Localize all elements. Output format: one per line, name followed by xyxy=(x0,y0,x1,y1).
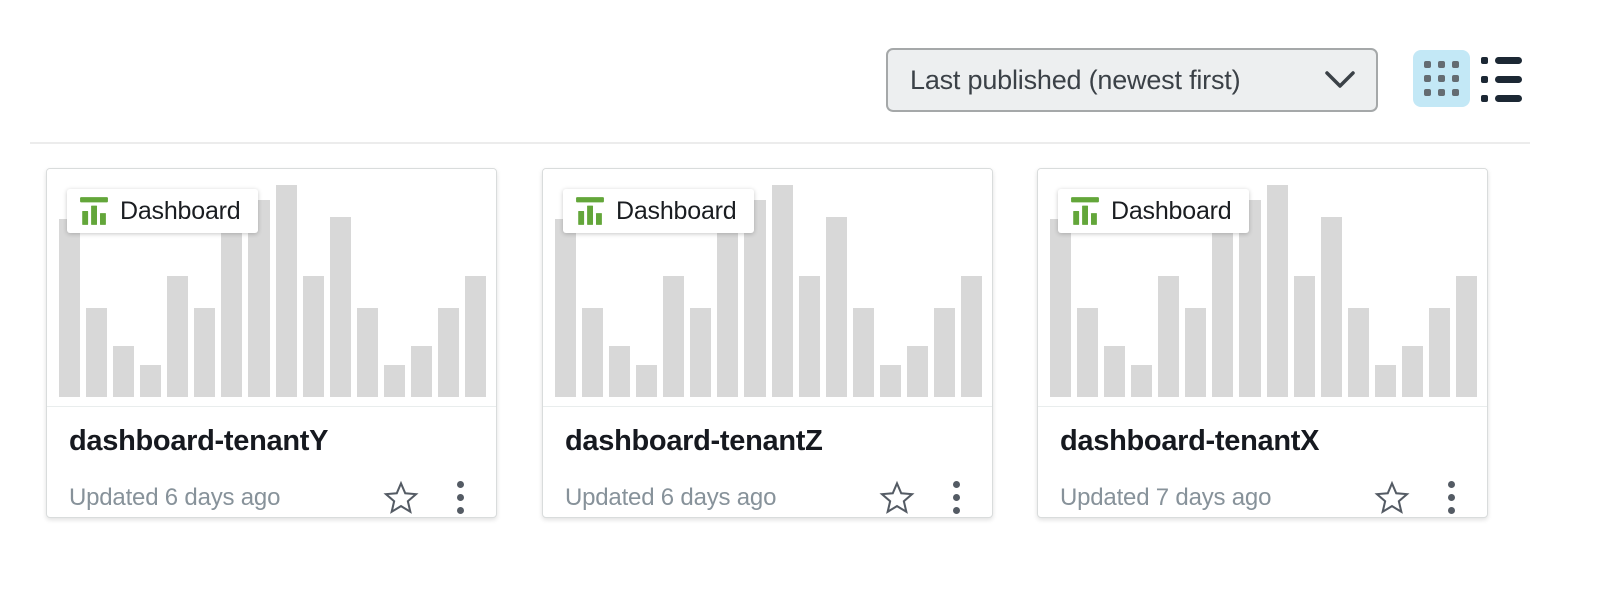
favorite-star-button[interactable] xyxy=(383,480,419,515)
star-icon xyxy=(1374,480,1410,514)
dashboard-card[interactable]: Dashboard dashboard-tenantZ Updated 6 da… xyxy=(542,168,993,518)
thumbnail-bar xyxy=(1428,307,1450,397)
thumbnail-bar xyxy=(798,276,820,397)
thumbnail-bar xyxy=(140,365,162,397)
thumbnail-bar xyxy=(329,216,351,397)
thumbnail-bar xyxy=(1212,218,1234,397)
thumbnail-bar xyxy=(248,199,270,397)
kebab-menu-icon xyxy=(953,481,960,488)
thumbnail-bar xyxy=(356,307,378,397)
thumbnail-bar xyxy=(1077,307,1099,397)
thumbnail-bar xyxy=(690,307,712,397)
thumbnail-bar xyxy=(771,185,793,397)
sort-dropdown-value: Last published (newest first) xyxy=(910,64,1241,95)
dashboard-bar-chart-icon xyxy=(80,197,108,225)
grid-view-icon xyxy=(1424,61,1459,96)
thumbnail-bar xyxy=(1347,307,1369,397)
kebab-menu-button[interactable] xyxy=(951,481,962,514)
dashboard-title: dashboard-tenantX xyxy=(1060,425,1320,457)
updated-timestamp: Updated 6 days ago xyxy=(69,483,281,511)
thumbnail-bar xyxy=(194,307,216,397)
asset-type-label: Dashboard xyxy=(120,196,241,225)
thumbnail-bar xyxy=(1266,185,1288,397)
thumbnail-bar xyxy=(960,276,982,397)
thumbnail-bar-chart xyxy=(1050,185,1477,397)
thumbnail-bar xyxy=(86,307,108,397)
horizontal-divider xyxy=(30,142,1530,144)
star-icon xyxy=(383,480,419,514)
kebab-menu-icon xyxy=(1448,481,1455,488)
thumbnail-bar xyxy=(609,346,631,397)
thumbnail-bar xyxy=(1131,365,1153,397)
kebab-menu-button[interactable] xyxy=(455,481,466,514)
thumbnail-bar xyxy=(410,346,432,397)
thumbnail-bar xyxy=(383,365,405,397)
thumbnail-bar xyxy=(1239,199,1261,397)
thumbnail-bar xyxy=(555,218,577,397)
dashboard-thumbnail: Dashboard xyxy=(543,169,992,407)
thumbnail-bar xyxy=(1104,346,1126,397)
thumbnail-bar xyxy=(825,216,847,397)
thumbnail-bar xyxy=(582,307,604,397)
list-view-icon xyxy=(1481,57,1523,64)
thumbnail-bar xyxy=(113,346,135,397)
kebab-menu-button[interactable] xyxy=(1446,481,1457,514)
thumbnail-bar xyxy=(663,276,685,397)
chevron-down-icon xyxy=(1325,71,1355,88)
thumbnail-bar xyxy=(1320,216,1342,397)
thumbnail-bar xyxy=(59,218,81,397)
asset-type-label: Dashboard xyxy=(616,196,737,225)
thumbnail-bar xyxy=(221,218,243,397)
updated-timestamp: Updated 6 days ago xyxy=(565,483,777,511)
grid-view-button[interactable] xyxy=(1413,50,1470,107)
thumbnail-bar xyxy=(464,276,486,397)
asset-type-badge: Dashboard xyxy=(67,189,258,233)
asset-type-label: Dashboard xyxy=(1111,196,1232,225)
thumbnail-bar xyxy=(275,185,297,397)
favorite-star-button[interactable] xyxy=(1374,480,1410,515)
asset-type-badge: Dashboard xyxy=(1058,189,1249,233)
card-footer: dashboard-tenantY Updated 6 days ago xyxy=(47,407,496,515)
thumbnail-bar xyxy=(717,218,739,397)
list-view-button[interactable] xyxy=(1481,57,1523,102)
thumbnail-bar-chart xyxy=(555,185,982,397)
dashboard-card[interactable]: Dashboard dashboard-tenantX Updated 7 da… xyxy=(1037,168,1488,518)
thumbnail-bar xyxy=(1374,365,1396,397)
card-footer: dashboard-tenantZ Updated 6 days ago xyxy=(543,407,992,515)
thumbnail-bar xyxy=(167,276,189,397)
dashboard-bar-chart-icon xyxy=(1071,197,1099,225)
sort-dropdown[interactable]: Last published (newest first) xyxy=(886,48,1378,112)
thumbnail-bar xyxy=(933,307,955,397)
thumbnail-bar-chart xyxy=(59,185,486,397)
thumbnail-bar xyxy=(302,276,324,397)
thumbnail-bar xyxy=(636,365,658,397)
card-footer: dashboard-tenantX Updated 7 days ago xyxy=(1038,407,1487,515)
kebab-menu-icon xyxy=(457,481,464,488)
thumbnail-bar xyxy=(1050,218,1072,397)
favorite-star-button[interactable] xyxy=(879,480,915,515)
dashboard-thumbnail: Dashboard xyxy=(1038,169,1487,407)
thumbnail-bar xyxy=(744,199,766,397)
dashboard-title: dashboard-tenantZ xyxy=(565,425,823,457)
thumbnail-bar xyxy=(1158,276,1180,397)
thumbnail-bar xyxy=(852,307,874,397)
thumbnail-bar xyxy=(1455,276,1477,397)
thumbnail-bar xyxy=(437,307,459,397)
dashboard-thumbnail: Dashboard xyxy=(47,169,496,407)
updated-timestamp: Updated 7 days ago xyxy=(1060,483,1272,511)
thumbnail-bar xyxy=(906,346,928,397)
thumbnail-bar xyxy=(1401,346,1423,397)
thumbnail-bar xyxy=(1185,307,1207,397)
dashboard-bar-chart-icon xyxy=(576,197,604,225)
star-icon xyxy=(879,480,915,514)
thumbnail-bar xyxy=(879,365,901,397)
dashboard-title: dashboard-tenantY xyxy=(69,425,329,457)
asset-type-badge: Dashboard xyxy=(563,189,754,233)
thumbnail-bar xyxy=(1293,276,1315,397)
dashboard-card[interactable]: Dashboard dashboard-tenantY Updated 6 da… xyxy=(46,168,497,518)
